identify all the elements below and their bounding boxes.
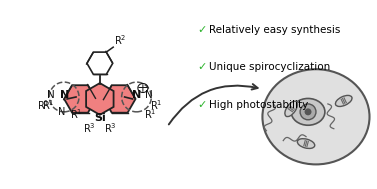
- Polygon shape: [87, 52, 113, 74]
- Text: N: N: [132, 90, 141, 100]
- Circle shape: [300, 104, 316, 120]
- Text: R$^1$: R$^1$: [37, 98, 49, 112]
- Text: N: N: [48, 90, 55, 100]
- Ellipse shape: [262, 69, 369, 164]
- Ellipse shape: [336, 95, 352, 106]
- Text: R$^1$: R$^1$: [42, 98, 54, 112]
- Text: N: N: [58, 107, 66, 117]
- Text: High photostability: High photostability: [209, 100, 308, 110]
- Text: N: N: [60, 90, 69, 100]
- Text: R$^1$: R$^1$: [70, 107, 83, 121]
- Polygon shape: [86, 83, 113, 115]
- Text: R$^3$: R$^3$: [104, 121, 117, 135]
- Text: ✓: ✓: [197, 25, 206, 35]
- Text: R$^3$: R$^3$: [83, 121, 95, 135]
- Text: Relatively easy synthesis: Relatively easy synthesis: [209, 25, 340, 35]
- Text: Unique spirocyclization: Unique spirocyclization: [209, 62, 330, 72]
- Text: R$^2$: R$^2$: [114, 33, 127, 47]
- Text: ✓: ✓: [197, 100, 206, 110]
- Circle shape: [305, 108, 311, 115]
- Text: R$^1$: R$^1$: [150, 98, 162, 112]
- Polygon shape: [104, 85, 135, 113]
- Text: $\bigoplus$: $\bigoplus$: [136, 81, 149, 95]
- Ellipse shape: [291, 98, 325, 125]
- Text: ✓: ✓: [197, 62, 206, 72]
- Text: N: N: [144, 90, 152, 100]
- Ellipse shape: [297, 139, 315, 149]
- Text: Si: Si: [94, 113, 106, 123]
- Polygon shape: [64, 85, 96, 113]
- Text: R$^1$: R$^1$: [144, 107, 157, 121]
- Ellipse shape: [285, 101, 297, 117]
